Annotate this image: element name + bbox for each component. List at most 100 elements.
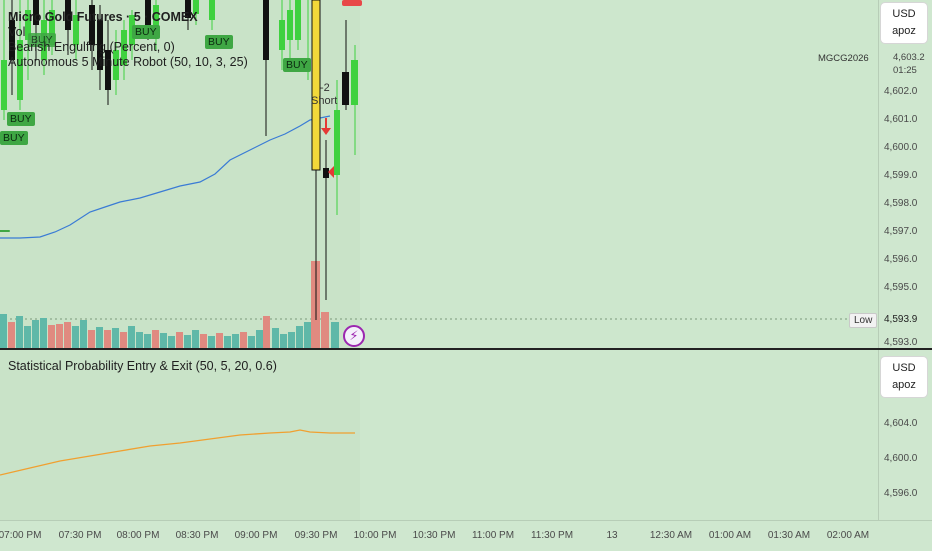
price-tick: 4,596.0: [884, 254, 918, 265]
volume-bar: [280, 334, 287, 348]
volume-bar: [263, 316, 270, 348]
candle: [153, 5, 159, 35]
short-arrow-icon: [321, 118, 334, 178]
sub-price-tick: 4,596.0: [884, 488, 918, 499]
volume-bar: [112, 328, 119, 348]
candle: [17, 40, 23, 100]
main-price-axis[interactable]: [878, 0, 932, 348]
volume-bar: [88, 330, 95, 348]
short-signal-label: Short: [311, 95, 338, 107]
volume-bar: [256, 330, 263, 348]
probability-line: [0, 429, 355, 476]
candle: [185, 0, 191, 18]
indicator-label-robot[interactable]: Autonomous 5 Minute Robot (50, 10, 3, 25…: [8, 55, 248, 69]
volume-bar: [72, 326, 79, 348]
moving-average-line: [0, 115, 331, 239]
price-tick: 4,602.0: [884, 86, 918, 97]
price-tick: 4,601.0: [884, 114, 918, 125]
volume-bar: [296, 326, 303, 348]
time-tick: 07:30 PM: [58, 530, 102, 541]
volume-bar: [128, 326, 135, 348]
volume-bar: [304, 322, 311, 348]
volume-bar: [120, 332, 127, 348]
time-tick: 13: [606, 530, 618, 541]
candle: [113, 50, 119, 80]
time-tick: 02:00 AM: [826, 530, 870, 541]
price-tick: 4,597.0: [884, 226, 918, 237]
indicator-label-bearish-engulfing[interactable]: Bearish Engulfing (Percent, 0): [8, 40, 175, 54]
volume-bar: [184, 335, 191, 348]
buy-signal-label: BUY: [28, 33, 56, 47]
time-tick: 08:00 PM: [116, 530, 160, 541]
time-axis[interactable]: [0, 520, 932, 551]
volume-bar: [48, 325, 55, 348]
main-price-chart[interactable]: [0, 0, 878, 348]
candle: [287, 10, 293, 40]
buy-signal-label: BUY: [132, 25, 160, 39]
symbol-tag: MGCG2026: [818, 53, 869, 64]
sub-legend[interactable]: Statistical Probability Entry & Exit (50…: [8, 359, 277, 373]
volume-bar: [0, 314, 7, 348]
low-tag-label: Low: [849, 313, 878, 328]
volume-bar: [40, 318, 47, 348]
volume-bar: [32, 320, 39, 348]
last-price-label: 4,603.2: [893, 52, 925, 63]
lightning-icon[interactable]: ⚡: [343, 325, 365, 347]
symbol-title[interactable]: Micro Gold Futures · 5 · COMEX: [8, 10, 198, 24]
volume-bars: [0, 261, 339, 348]
volume-bar: [104, 330, 111, 348]
volume-bar: [136, 332, 143, 348]
volume-bar: [160, 333, 167, 348]
candle: [279, 20, 285, 50]
buy-signal-label-partial: [0, 230, 10, 232]
volume-bar: [232, 334, 239, 348]
candle: [323, 168, 329, 178]
candle: [351, 60, 358, 105]
sub-price-tick: 4,604.0: [884, 418, 918, 429]
time-tick: 09:00 PM: [234, 530, 278, 541]
time-tick: 11:00 PM: [471, 530, 515, 541]
bar-countdown: 01:25: [893, 65, 917, 76]
volume-indicator-label[interactable]: Vol: [8, 25, 26, 39]
volume-bar: [96, 327, 103, 348]
candle: [342, 72, 349, 105]
time-tick: 10:30 PM: [412, 530, 456, 541]
price-tick: 4,598.0: [884, 198, 918, 209]
volume-bar: [152, 330, 159, 348]
candle: [105, 50, 111, 90]
currency-unit: apoz: [892, 25, 916, 37]
candle: [89, 5, 95, 45]
volume-bar: [144, 334, 151, 348]
price-tick: 4,595.0: [884, 282, 918, 293]
currency-code: USD: [892, 362, 916, 374]
volume-bar: [331, 322, 339, 348]
time-tick: 09:30 PM: [294, 530, 338, 541]
sub-indicator-chart[interactable]: [0, 350, 878, 520]
candle: [73, 15, 79, 45]
candle: [295, 0, 301, 40]
volume-bar: [321, 312, 329, 348]
candle: [33, 0, 39, 25]
pane-divider[interactable]: [0, 348, 932, 350]
volume-bar: [56, 324, 63, 348]
candle: [25, 10, 31, 40]
time-tick: 01:00 AM: [708, 530, 752, 541]
volume-bar: [208, 336, 215, 348]
time-tick: 07:00 PM: [0, 530, 42, 541]
candle: [334, 110, 340, 175]
volume-bar: [248, 336, 255, 348]
time-tick: 11:30 PM: [530, 530, 574, 541]
volume-bar: [288, 332, 295, 348]
currency-unit-button[interactable]: USD apoz: [881, 3, 927, 43]
sub-price-tick: 4,600.0: [884, 453, 918, 464]
volume-bar: [64, 322, 71, 348]
currency-code: USD: [892, 8, 916, 20]
candle: [193, 0, 199, 14]
candle: [9, 20, 15, 60]
time-tick: 01:30 AM: [767, 530, 811, 541]
sub-currency-unit-button[interactable]: USD apoz: [881, 357, 927, 397]
time-tick: 10:00 PM: [353, 530, 397, 541]
time-tick: 12:30 AM: [649, 530, 693, 541]
candle: [145, 0, 151, 25]
